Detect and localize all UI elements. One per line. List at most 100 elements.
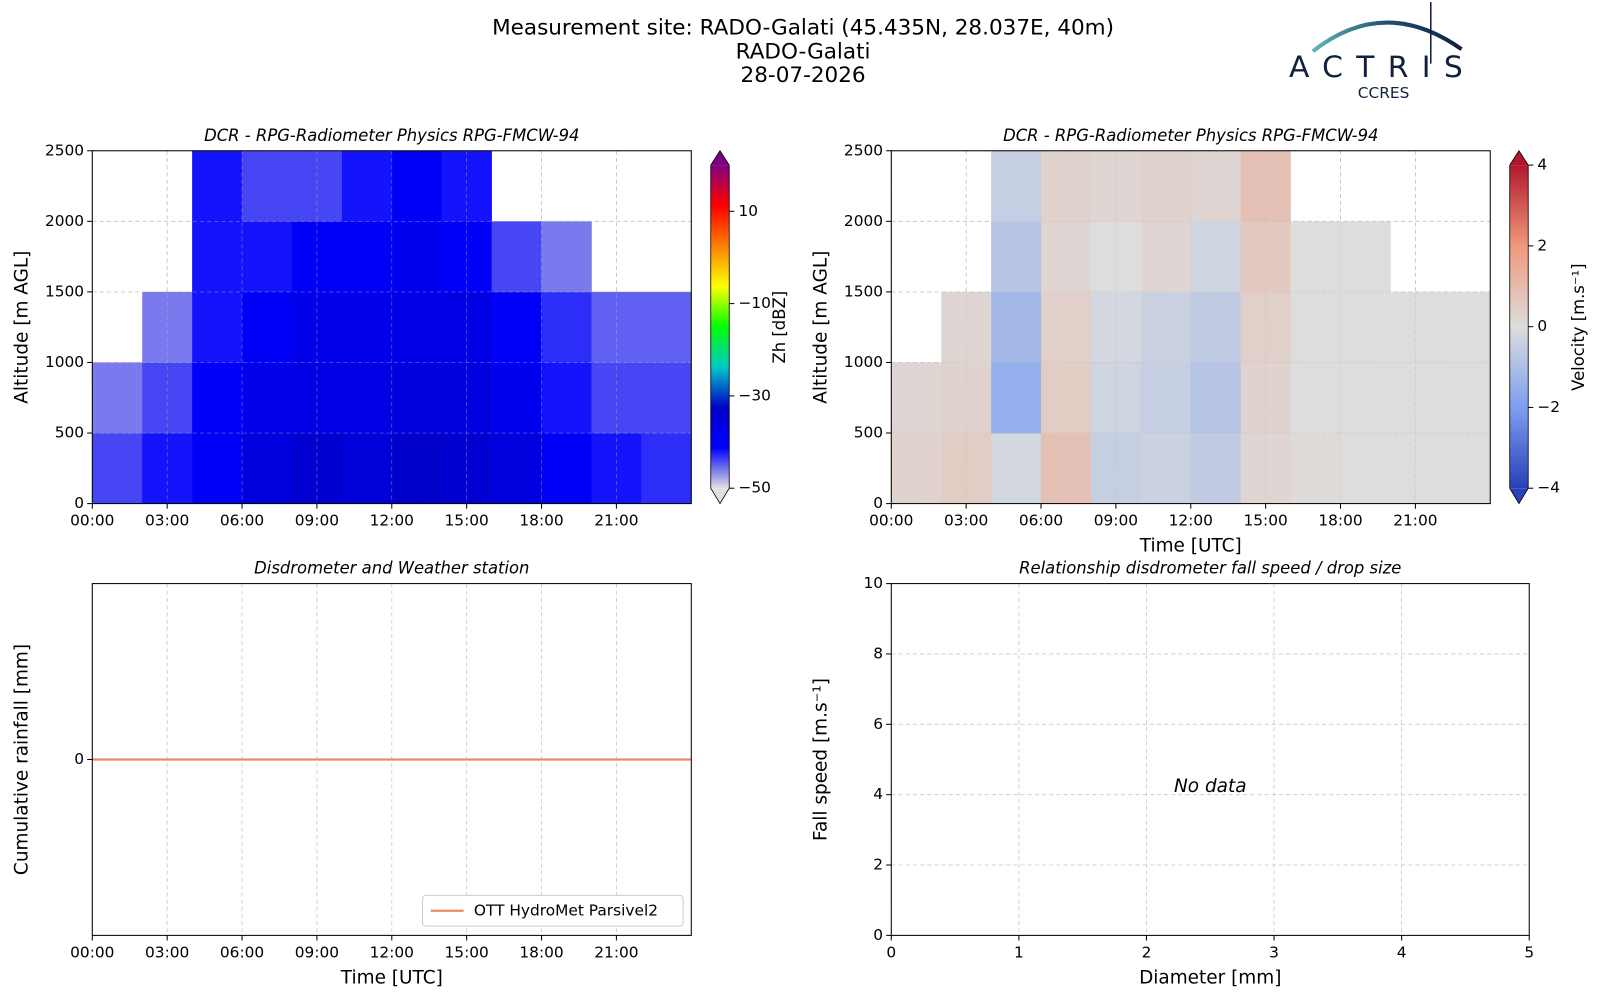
heatmap-cell — [242, 221, 293, 293]
heatmap-cell — [1340, 221, 1391, 293]
panel: 00:00 03:00 06:00 09:00 12:00 15:00 18:00 21:00… — [811, 126, 1588, 557]
y-tick-label: 1000 — [844, 353, 883, 371]
y-tick-label: 4 — [873, 785, 883, 803]
y-tick-label: 0 — [74, 494, 84, 512]
plot-title: DCR - RPG-Radiometer Physics RPG-FMCW-94 — [204, 126, 579, 145]
y-tick-label: 1500 — [844, 282, 883, 300]
colorbar-tick-label: −30 — [738, 386, 770, 404]
panel: 00:00 03:00 06:00 09:00 12:00 15:00 18:00 21:00… — [12, 126, 789, 530]
heatmap-cell — [541, 433, 592, 504]
heatmap-cell — [391, 433, 443, 504]
heatmap-cell — [491, 221, 542, 293]
x-tick-label: 15:00 — [445, 512, 489, 530]
heatmap-cell — [1340, 433, 1391, 504]
heatmap-cell — [341, 150, 393, 222]
heatmap-cell — [1290, 362, 1341, 434]
x-tick-label: 12:00 — [1169, 512, 1213, 530]
heatmap-cell — [1290, 433, 1341, 504]
y-axis-label: Altitude [m AGL] — [811, 251, 832, 404]
heatmap-cell — [641, 291, 692, 363]
heatmap-cell — [491, 433, 542, 504]
heatmap-cell — [242, 433, 293, 504]
heatmap-cell — [1140, 291, 1192, 363]
x-tick-label: 15:00 — [1243, 512, 1287, 530]
heatmap-cell — [1190, 362, 1241, 434]
heatmap-cell — [1290, 291, 1341, 363]
plot-frame — [890, 583, 1530, 936]
colorbar-tick-label: −4 — [1537, 479, 1560, 497]
x-tick-label: 09:00 — [295, 512, 339, 530]
y-tick-label: 2000 — [844, 212, 883, 230]
colorbar-tick-label: 10 — [738, 202, 758, 220]
logo: ACTRIS CCRES — [1289, 2, 1476, 102]
heatmap-cell — [1041, 291, 1092, 363]
heatmap-cell — [341, 221, 393, 293]
heatmap-cell — [1041, 433, 1092, 504]
heatmap-cell — [491, 362, 542, 434]
heatmap-cell — [541, 291, 592, 363]
colorbar-label: Zh [dBZ] — [770, 291, 789, 364]
heatmap-cell — [341, 291, 393, 363]
x-tick-label: 0 — [886, 943, 896, 961]
heatmap-cell — [991, 362, 1042, 434]
heatmap-cell — [541, 362, 592, 434]
heatmap-cell — [391, 291, 443, 363]
colorbar-label: Velocity [m.s⁻¹] — [1569, 263, 1588, 390]
heatmap-cell — [192, 150, 243, 222]
x-tick-label: 06:00 — [220, 943, 264, 961]
logo-name: ACTRIS — [1289, 50, 1476, 85]
heatmap-cell — [1140, 362, 1192, 434]
plot-title: DCR - RPG-Radiometer Physics RPG-FMCW-94 — [1003, 126, 1378, 145]
x-tick-label: 1 — [1014, 943, 1024, 961]
heatmap-cell — [242, 362, 293, 434]
heatmap-cell — [1041, 362, 1092, 434]
y-tick-label: 2500 — [844, 141, 883, 159]
heatmap-cell — [391, 221, 443, 293]
heatmap-cell — [1440, 362, 1491, 434]
heatmap-cell — [1140, 150, 1192, 222]
heatmap-cell — [991, 150, 1042, 222]
x-tick-label: 4 — [1397, 943, 1407, 961]
date: 28-07-2026 — [741, 63, 866, 88]
x-tick-label: 03:00 — [944, 512, 988, 530]
x-tick-label: 03:00 — [145, 943, 189, 961]
x-tick-label: 21:00 — [1393, 512, 1437, 530]
x-tick-label: 09:00 — [295, 943, 339, 961]
y-tick-label: 0 — [873, 926, 883, 944]
heatmap-cell — [1190, 291, 1241, 363]
x-tick-label: 00:00 — [70, 943, 114, 961]
heatmap-cell — [1140, 221, 1192, 293]
heatmap-cell — [1140, 433, 1192, 504]
colorbar-extend-bottom — [1509, 488, 1529, 504]
heatmap-cell — [991, 221, 1042, 293]
logo-subtitle: CCRES — [1358, 84, 1410, 102]
heatmap-cell — [1190, 433, 1241, 504]
x-axis-label: Diameter [mm] — [1139, 967, 1281, 988]
heatmap-cell — [242, 150, 293, 222]
x-tick-label: 21:00 — [594, 512, 638, 530]
y-tick-label: 8 — [873, 644, 883, 662]
heatmap-cell — [891, 362, 942, 434]
x-tick-label: 12:00 — [370, 943, 414, 961]
y-axis-label: Fall speed [m.s⁻¹] — [811, 678, 832, 841]
y-axis-label: Altitude [m AGL] — [12, 251, 33, 404]
heatmap-cell — [192, 291, 243, 363]
plot-title: Relationship disdrometer fall speed / dr… — [1019, 559, 1401, 578]
x-tick-label: 18:00 — [519, 512, 563, 530]
heatmap-cell — [1041, 221, 1092, 293]
panel: 00:00 03:00 06:00 09:00 12:00 15:00 18:00 21:00… — [12, 559, 692, 988]
heatmap-cell — [1440, 433, 1491, 504]
heatmap-cell — [541, 221, 592, 293]
heatmap-cell — [1340, 362, 1391, 434]
colorbar — [710, 165, 730, 489]
y-axis-label: Cumulative rainfall [mm] — [12, 644, 33, 875]
heatmap-cell — [1190, 150, 1241, 222]
heatmap-cell — [1440, 291, 1491, 363]
y-tick-label: 6 — [873, 715, 883, 733]
annotation: No data — [1174, 776, 1247, 797]
heatmap-cell — [991, 433, 1042, 504]
x-tick-label: 18:00 — [519, 943, 563, 961]
colorbar-tick-label: −2 — [1537, 398, 1560, 416]
